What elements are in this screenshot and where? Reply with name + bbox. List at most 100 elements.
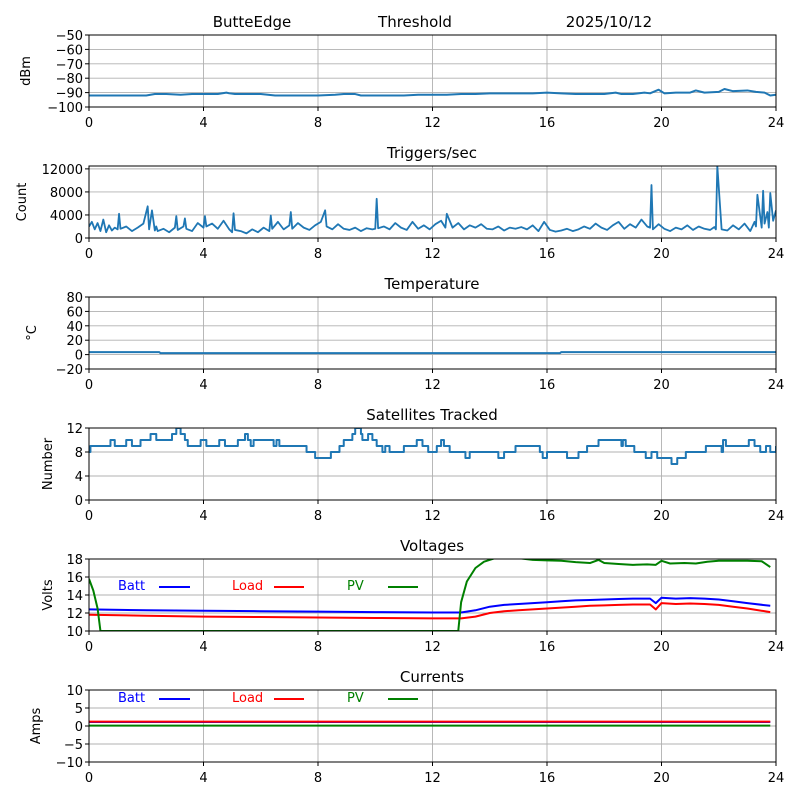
y-tick-label: −90 bbox=[56, 87, 83, 102]
y-axis-label: dBm bbox=[19, 56, 34, 86]
series-line-pv bbox=[89, 559, 771, 631]
y-tick-label: 12 bbox=[66, 422, 83, 437]
legend-label-load: Load bbox=[232, 691, 263, 706]
y-tick-label: 40 bbox=[66, 320, 83, 335]
x-tick-label: 0 bbox=[85, 509, 93, 524]
x-tick-label: 4 bbox=[199, 640, 207, 655]
x-tick-label: 12 bbox=[424, 378, 441, 393]
legend-label-batt: Batt bbox=[118, 691, 145, 706]
y-axis-label: Count bbox=[15, 183, 30, 222]
y-tick-label: −80 bbox=[56, 72, 83, 87]
series-line-batt bbox=[89, 596, 771, 614]
y-tick-label: 4 bbox=[75, 470, 83, 485]
y-tick-label: 5 bbox=[75, 702, 83, 717]
y-tick-label: 20 bbox=[66, 334, 83, 349]
panel-rssi: 0 4 8 12 16 20 24 −100−90−80−70−60−50 dBm bbox=[19, 29, 784, 131]
y-axis-label: Amps bbox=[29, 707, 44, 744]
y-tick-label: −100 bbox=[47, 101, 83, 116]
x-tick-label: 24 bbox=[768, 771, 785, 786]
x-tick-label: 16 bbox=[539, 640, 556, 655]
y-tick-label: 14 bbox=[66, 589, 83, 604]
x-tick-label: 4 bbox=[199, 247, 207, 262]
x-tick-label: 12 bbox=[424, 509, 441, 524]
y-tick-label: −10 bbox=[56, 756, 83, 771]
y-axis-label: Number bbox=[41, 437, 56, 490]
y-tick-label: 8000 bbox=[50, 186, 83, 201]
panel-title: Currents bbox=[400, 668, 464, 686]
x-tick-label: 16 bbox=[539, 509, 556, 524]
panel-title: Satellites Tracked bbox=[366, 406, 497, 424]
y-tick-label: 18 bbox=[66, 553, 83, 568]
y-tick-label: 16 bbox=[66, 571, 83, 586]
panel-title: Triggers/sec bbox=[386, 144, 477, 162]
x-tick-label: 16 bbox=[539, 378, 556, 393]
panel-currents: 0 4 8 12 16 20 24 −10 −5 0 5 10 Currents Amps Batt Load… bbox=[29, 668, 784, 786]
y-tick-label: 10 bbox=[66, 684, 83, 699]
x-tick-label: 12 bbox=[424, 640, 441, 655]
x-tick-label: 20 bbox=[653, 771, 670, 786]
series-line-load bbox=[89, 602, 771, 620]
x-tick-label: 20 bbox=[653, 116, 670, 131]
y-tick-label: 0 bbox=[75, 494, 83, 509]
y-tick-label: 60 bbox=[66, 305, 83, 320]
x-tick-label: 20 bbox=[653, 378, 670, 393]
x-tick-label: 20 bbox=[653, 509, 670, 524]
header-station: ButteEdge bbox=[213, 13, 292, 31]
header-date: 2025/10/12 bbox=[566, 13, 652, 31]
x-tick-label: 24 bbox=[768, 378, 785, 393]
x-tick-label: 20 bbox=[653, 247, 670, 262]
x-tick-label: 24 bbox=[768, 509, 785, 524]
legend-label-load: Load bbox=[232, 579, 263, 594]
x-tick-label: 0 bbox=[85, 247, 93, 262]
x-tick-label: 16 bbox=[539, 771, 556, 786]
x-tick-label: 24 bbox=[768, 116, 785, 131]
x-tick-label: 8 bbox=[314, 509, 322, 524]
panel-satellites: 0 4 8 12 16 20 24 0 4 8 12 Satellites Tracked Number bbox=[41, 406, 784, 524]
series-line-satellites bbox=[89, 428, 776, 465]
x-tick-label: 16 bbox=[539, 247, 556, 262]
y-tick-label: 0 bbox=[75, 232, 83, 247]
y-tick-label: 80 bbox=[66, 291, 83, 306]
y-axis-label: Volts bbox=[41, 579, 56, 611]
y-tick-label: −20 bbox=[56, 363, 83, 378]
x-tick-label: 4 bbox=[199, 378, 207, 393]
x-tick-label: 0 bbox=[85, 771, 93, 786]
x-tick-label: 0 bbox=[85, 116, 93, 131]
legend-label-pv: PV bbox=[347, 691, 364, 706]
y-tick-label: 4000 bbox=[50, 209, 83, 224]
x-tick-label: 0 bbox=[85, 640, 93, 655]
header-mode: Threshold bbox=[377, 13, 452, 31]
y-tick-label: −50 bbox=[56, 29, 83, 44]
y-tick-label: 0 bbox=[75, 720, 83, 735]
x-tick-label: 8 bbox=[314, 378, 322, 393]
x-tick-label: 8 bbox=[314, 247, 322, 262]
y-tick-label: 12000 bbox=[42, 163, 83, 178]
x-tick-label: 12 bbox=[424, 116, 441, 131]
y-tick-label: −5 bbox=[64, 738, 83, 753]
y-tick-label: 8 bbox=[75, 446, 83, 461]
x-tick-label: 12 bbox=[424, 771, 441, 786]
series-line-count bbox=[89, 166, 776, 235]
panel-voltages: 0 4 8 12 16 20 24 10 12 14 16 18 Voltages Volts Batt Lo… bbox=[41, 537, 784, 655]
x-tick-label: 4 bbox=[199, 116, 207, 131]
x-tick-label: 4 bbox=[199, 509, 207, 524]
x-tick-label: 4 bbox=[199, 771, 207, 786]
y-axis-label: °C bbox=[25, 325, 40, 341]
x-tick-label: 0 bbox=[85, 378, 93, 393]
x-tick-label: 16 bbox=[539, 116, 556, 131]
series-line-dbm bbox=[89, 88, 776, 97]
panel-triggers: 0 4 8 12 16 20 24 0 4000 8000 12000 Triggers/sec Cou… bbox=[15, 144, 784, 262]
panel-title: Temperature bbox=[383, 275, 479, 293]
series-line-temperature bbox=[89, 351, 776, 355]
y-tick-label: 10 bbox=[66, 625, 83, 640]
y-tick-label: 12 bbox=[66, 607, 83, 622]
panel-title: Voltages bbox=[400, 537, 464, 555]
x-tick-label: 8 bbox=[314, 640, 322, 655]
y-tick-label: 0 bbox=[75, 349, 83, 364]
legend-label-pv: PV bbox=[347, 579, 364, 594]
y-tick-label: −70 bbox=[56, 58, 83, 73]
x-tick-label: 8 bbox=[314, 771, 322, 786]
x-tick-label: 24 bbox=[768, 247, 785, 262]
